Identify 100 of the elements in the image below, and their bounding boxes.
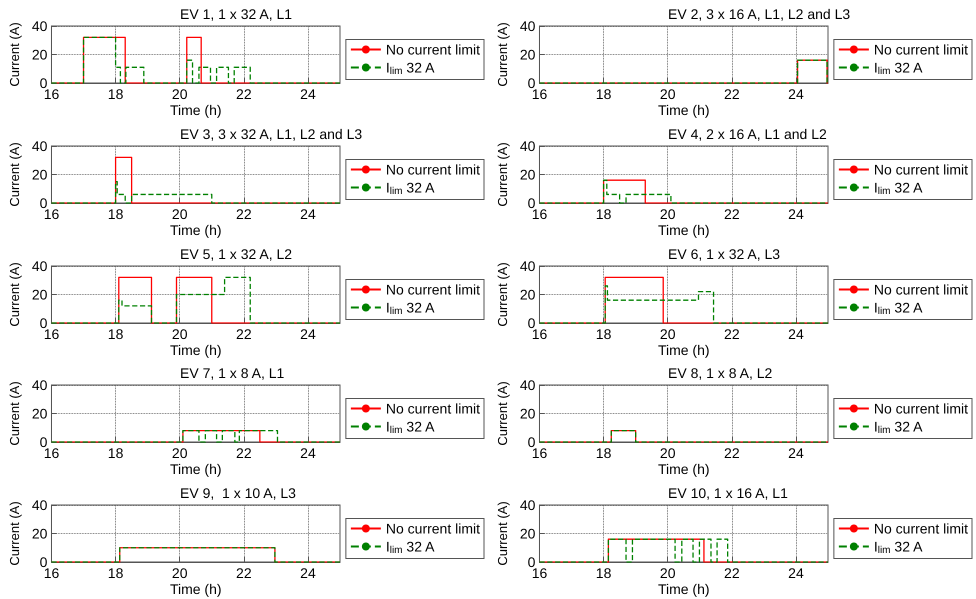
x-axis-title: Time (h) [170, 222, 222, 238]
x-tick-label: 20 [172, 206, 188, 222]
x-axis-title: Time (h) [170, 581, 222, 598]
x-tick-label: 20 [660, 565, 676, 582]
x-tick-label: 24 [300, 206, 316, 222]
x-tick-label: 24 [788, 86, 804, 102]
x-axis-title: Time (h) [170, 342, 222, 358]
x-axis-title: Time (h) [658, 581, 710, 598]
y-tick-label: 20 [520, 526, 536, 542]
x-tick-label: 18 [108, 445, 124, 462]
x-tick-label: 22 [236, 86, 252, 102]
x-tick-label: 24 [788, 326, 804, 342]
x-tick-label: 22 [724, 206, 740, 222]
x-tick-label: 18 [108, 86, 124, 102]
y-tick-label: 40 [520, 497, 536, 514]
x-tick-label: 20 [660, 445, 676, 462]
x-tick-label: 24 [300, 565, 316, 582]
legend-label: No current limit [386, 400, 480, 417]
y-tick-label: 20 [32, 526, 48, 542]
x-tick-label: 18 [596, 565, 612, 582]
legend-label: No current limit [874, 42, 968, 58]
x-axis-title: Time (h) [658, 342, 710, 358]
legend-label: No current limit [386, 161, 480, 178]
y-axis-title: Current (A) [495, 382, 510, 446]
y-axis-title: Current (A) [495, 22, 510, 87]
x-tick-label: 22 [236, 445, 252, 462]
y-tick-label: 40 [32, 138, 48, 154]
y-axis-title: Current (A) [7, 22, 22, 87]
legend-label: No current limit [386, 281, 480, 298]
x-tick-label: 24 [788, 565, 804, 582]
chart-title: EV 10, 1 x 16 A, L1 [668, 485, 788, 502]
y-axis-title: Current (A) [7, 382, 22, 446]
x-tick-label: 22 [236, 565, 252, 582]
y-axis-title: Current (A) [7, 142, 22, 206]
x-axis-title: Time (h) [658, 102, 710, 118]
y-tick-label: 20 [32, 166, 48, 182]
x-tick-label: 22 [724, 86, 740, 102]
x-axis-title: Time (h) [658, 222, 710, 238]
x-tick-label: 18 [596, 86, 612, 102]
chart-title: EV 3, 3 x 32 A, L1, L2 and L3 [180, 126, 362, 142]
legend-label: No current limit [874, 520, 968, 537]
chart-title: EV 4, 2 x 16 A, L1 and L2 [668, 126, 827, 142]
x-tick-label: 20 [172, 86, 188, 102]
x-tick-label: 18 [596, 326, 612, 342]
chart-title: EV 5, 1 x 32 A, L2 [180, 246, 292, 262]
x-tick-label: 18 [108, 206, 124, 222]
x-tick-label: 24 [300, 86, 316, 102]
chart-title: EV 1, 1 x 32 A, L1 [180, 6, 292, 22]
x-tick-label: 22 [724, 326, 740, 342]
legend-label: No current limit [874, 400, 968, 417]
y-tick-label: 20 [32, 406, 48, 422]
x-tick-label: 20 [660, 206, 676, 222]
chart-title: EV 6, 1 x 32 A, L3 [668, 246, 780, 262]
y-axis-title: Current (A) [495, 502, 510, 566]
chart-title: EV 8, 1 x 8 A, L2 [668, 365, 773, 382]
x-tick-label: 22 [236, 206, 252, 222]
legend-label: No current limit [874, 161, 968, 178]
y-axis-title: Current (A) [495, 142, 510, 206]
y-axis-title: Current (A) [495, 262, 510, 326]
x-tick-label: 22 [724, 445, 740, 462]
legend-label: No current limit [874, 281, 968, 298]
y-tick-label: 20 [32, 46, 48, 62]
chart-title: EV 2, 3 x 16 A, L1, L2 and L3 [668, 6, 850, 22]
y-tick-label: 20 [520, 166, 536, 182]
y-tick-label: 40 [32, 377, 48, 394]
x-tick-label: 24 [788, 206, 804, 222]
y-tick-label: 40 [520, 18, 536, 34]
y-tick-label: 20 [32, 286, 48, 302]
y-tick-label: 20 [520, 406, 536, 422]
y-tick-label: 40 [32, 497, 48, 514]
x-tick-label: 24 [300, 326, 316, 342]
y-tick-label: 40 [520, 258, 536, 274]
x-axis-title: Time (h) [658, 461, 710, 478]
x-tick-label: 22 [236, 326, 252, 342]
x-tick-label: 18 [596, 206, 612, 222]
y-axis-title: Current (A) [7, 502, 22, 566]
legend-label: No current limit [386, 42, 480, 58]
y-tick-label: 40 [32, 18, 48, 34]
x-tick-label: 20 [172, 445, 188, 462]
y-tick-label: 40 [520, 377, 536, 394]
x-tick-label: 20 [172, 565, 188, 582]
y-tick-label: 40 [520, 138, 536, 154]
x-axis-title: Time (h) [170, 102, 222, 118]
x-tick-label: 20 [660, 326, 676, 342]
x-tick-label: 24 [788, 445, 804, 462]
chart-title: EV 7, 1 x 8 A, L1 [180, 365, 285, 382]
x-tick-label: 24 [300, 445, 316, 462]
chart-title: EV 9, 1 x 10 A, L3 [180, 485, 296, 502]
y-tick-label: 20 [520, 46, 536, 62]
x-tick-label: 20 [660, 86, 676, 102]
x-tick-label: 18 [108, 326, 124, 342]
y-tick-label: 40 [32, 258, 48, 274]
x-tick-label: 22 [724, 565, 740, 582]
x-tick-label: 18 [596, 445, 612, 462]
legend-label: No current limit [386, 520, 480, 537]
y-axis-title: Current (A) [7, 262, 22, 326]
x-tick-label: 20 [172, 326, 188, 342]
x-axis-title: Time (h) [170, 461, 222, 478]
y-tick-label: 20 [520, 286, 536, 302]
x-tick-label: 18 [108, 565, 124, 582]
